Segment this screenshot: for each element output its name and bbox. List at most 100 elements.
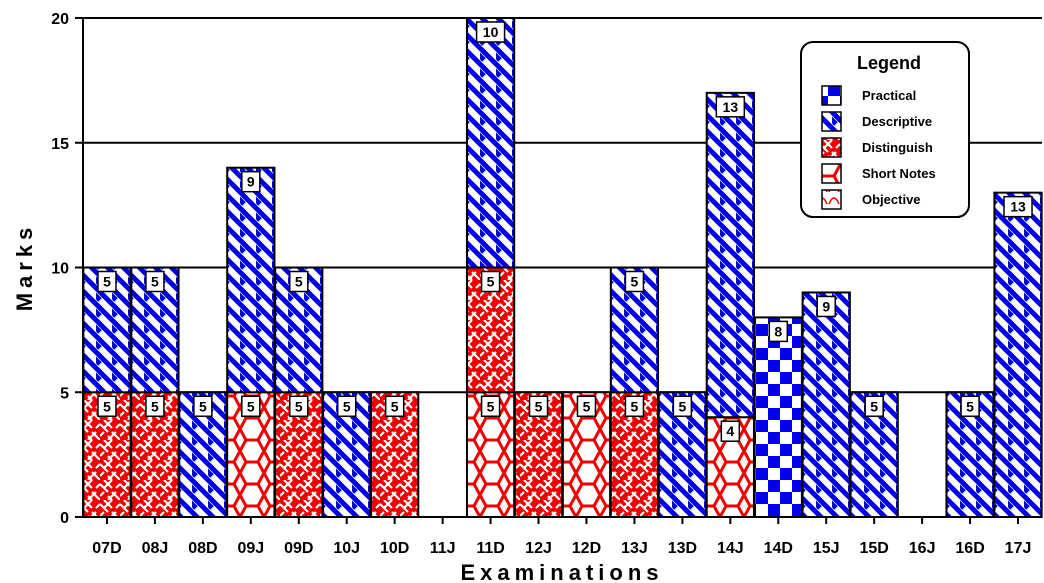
data-label: 5 bbox=[583, 398, 591, 414]
data-label-box bbox=[241, 395, 261, 417]
legend-label: Distinguish bbox=[862, 140, 933, 155]
data-label: 5 bbox=[678, 398, 686, 414]
x-tick-label: 15D bbox=[859, 540, 888, 557]
data-label: 5 bbox=[151, 274, 159, 290]
x-tick-label: 14D bbox=[764, 540, 793, 557]
data-label: 5 bbox=[295, 398, 303, 414]
data-label-box bbox=[384, 395, 405, 417]
data-label-box bbox=[480, 395, 501, 417]
x-tick-label: 10D bbox=[380, 540, 409, 557]
bar-segment-descriptive bbox=[801, 291, 851, 519]
x-tick-label: 11D bbox=[476, 540, 504, 557]
legend-title: Legend bbox=[857, 53, 921, 73]
data-label: 5 bbox=[343, 398, 351, 414]
data-label-box bbox=[475, 21, 506, 43]
legend-box bbox=[800, 41, 970, 218]
data-label: 4 bbox=[726, 423, 734, 439]
data-label-box bbox=[624, 270, 645, 293]
data-labels: 5 5 5 5 5 5 9 5 5 5 5 5 5 10 5 5 5 5 5 4 13 8 9 5 5 13 bbox=[97, 21, 1033, 442]
x-tick-label: 16J bbox=[909, 540, 936, 557]
legend-swatch-descriptive bbox=[821, 111, 842, 132]
x-tick-label: 13D bbox=[668, 540, 697, 557]
x-tick-label: 15J bbox=[813, 540, 840, 557]
data-label-box bbox=[960, 395, 980, 417]
x-tick-label: 12D bbox=[572, 540, 601, 557]
legend-swatch-distinguish bbox=[821, 137, 842, 158]
x-tick-label: 13J bbox=[621, 540, 648, 557]
data-label: 5 bbox=[151, 398, 159, 414]
data-label: 5 bbox=[103, 274, 111, 290]
data-label-box bbox=[528, 395, 549, 417]
data-label-box bbox=[241, 170, 261, 193]
legend-swatch-objective bbox=[821, 189, 842, 210]
bar-segment-descriptive bbox=[130, 266, 180, 394]
data-label: 5 bbox=[535, 398, 543, 414]
data-label-box bbox=[715, 96, 746, 118]
data-label: 13 bbox=[1010, 199, 1026, 215]
y-tick-label: 0 bbox=[60, 510, 69, 527]
data-label: 9 bbox=[247, 174, 255, 190]
data-label: 5 bbox=[487, 398, 495, 414]
y-tick-label: 5 bbox=[60, 385, 69, 402]
data-label: 13 bbox=[723, 99, 739, 115]
data-label: 5 bbox=[631, 398, 639, 414]
data-label: 9 bbox=[822, 298, 830, 314]
x-tick-label: 14J bbox=[717, 540, 744, 557]
legend-label: Short Notes bbox=[862, 166, 936, 181]
y-tick-label: 15 bbox=[51, 136, 69, 153]
data-label-box bbox=[720, 420, 741, 442]
data-label-box bbox=[624, 395, 645, 417]
bars bbox=[82, 17, 1043, 519]
x-tick-label: 17J bbox=[1005, 540, 1032, 557]
axes: 0 5 10 15 20 07D 08J 08D 09J 09D 10J 10D 11J 11D 12J 12… bbox=[51, 11, 1042, 557]
x-tick-label: 08D bbox=[188, 540, 217, 557]
data-label-box bbox=[97, 270, 117, 293]
data-label: 5 bbox=[199, 398, 207, 414]
legend: Legend Practical Descriptive Distinguish Sh… bbox=[800, 41, 970, 218]
bar-segment-practical bbox=[753, 316, 803, 518]
x-tick-label: 07D bbox=[92, 540, 121, 557]
x-tick-label: 08J bbox=[142, 540, 169, 557]
data-label-box bbox=[289, 395, 309, 417]
bar-segment-descriptive bbox=[705, 91, 755, 419]
y-axis-title: Marks bbox=[12, 223, 37, 312]
data-label: 5 bbox=[103, 398, 111, 414]
x-tick-label: 11J bbox=[430, 540, 456, 557]
legend-swatch-short-notes bbox=[821, 163, 842, 184]
x-axis-title: Examinations bbox=[460, 560, 663, 583]
data-label-box bbox=[480, 270, 501, 293]
y-tick-label: 20 bbox=[51, 11, 69, 28]
data-label-box bbox=[768, 320, 789, 343]
data-label: 5 bbox=[966, 398, 974, 414]
y-tick-label: 10 bbox=[51, 261, 69, 278]
x-tick-label: 16D bbox=[955, 540, 984, 557]
data-label-box bbox=[816, 295, 836, 318]
bar-segment-descriptive bbox=[226, 166, 276, 394]
x-tick-label: 09D bbox=[284, 540, 313, 557]
data-label-box bbox=[336, 395, 357, 417]
x-tick-label: 09J bbox=[237, 540, 264, 557]
x-tick-label: 10J bbox=[333, 540, 360, 557]
data-label: 5 bbox=[247, 398, 255, 414]
x-tick-label: 12J bbox=[525, 540, 552, 557]
bar-segment-descriptive bbox=[465, 17, 516, 269]
bar-segment-descriptive bbox=[993, 191, 1043, 518]
bar-segment-short-notes bbox=[705, 416, 755, 519]
legend-swatch-practical bbox=[821, 85, 842, 106]
data-label-box bbox=[145, 395, 165, 417]
data-label: 8 bbox=[774, 323, 782, 339]
data-label-box bbox=[145, 270, 165, 293]
data-label-box bbox=[97, 395, 117, 417]
data-label: 5 bbox=[295, 274, 303, 290]
data-label: 5 bbox=[391, 398, 399, 414]
data-label-box bbox=[193, 395, 213, 417]
legend-label: Objective bbox=[862, 192, 921, 207]
legend-label: Practical bbox=[862, 88, 916, 103]
legend-label: Descriptive bbox=[862, 114, 932, 129]
data-label: 5 bbox=[631, 274, 639, 290]
data-label-box bbox=[576, 395, 597, 417]
data-label-box bbox=[672, 395, 693, 417]
data-label-box bbox=[864, 395, 884, 417]
data-label: 10 bbox=[483, 24, 499, 40]
